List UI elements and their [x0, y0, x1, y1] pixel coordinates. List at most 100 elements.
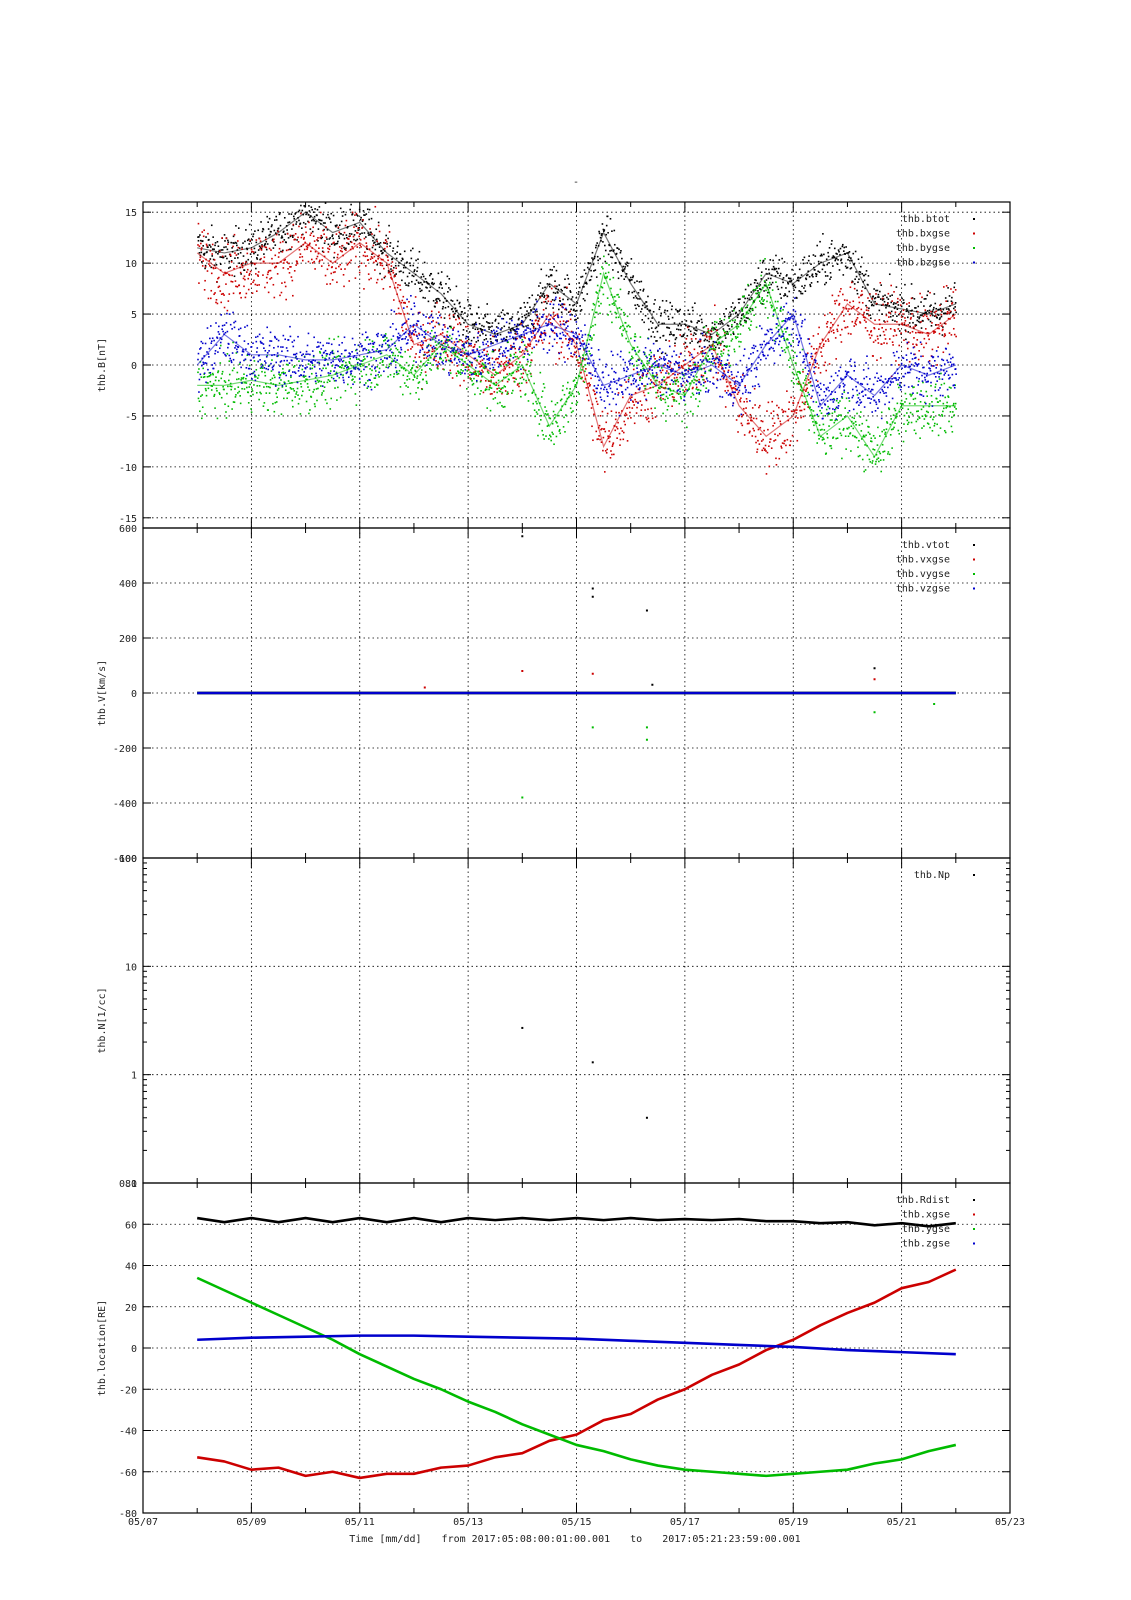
- data-point: [686, 326, 689, 329]
- data-point: [569, 318, 572, 321]
- data-point: [815, 422, 818, 425]
- data-point: [843, 320, 846, 322]
- data-point: [639, 379, 641, 382]
- data-point: [947, 396, 950, 398]
- data-point: [759, 288, 761, 290]
- data-point: [803, 287, 805, 289]
- data-point: [392, 269, 394, 272]
- data-point: [521, 338, 524, 341]
- data-point: [764, 281, 766, 283]
- data-point: [587, 262, 590, 265]
- data-point: [288, 272, 291, 274]
- data-point: [249, 373, 251, 376]
- data-point: [283, 259, 286, 262]
- data-point: [510, 330, 512, 332]
- data-point: [538, 423, 541, 425]
- data-point: [305, 378, 307, 381]
- data-point: [896, 321, 898, 323]
- data-point: [781, 257, 783, 260]
- data-point: [648, 353, 651, 356]
- data-point: [356, 232, 359, 234]
- data-point: [278, 213, 281, 216]
- data-point: [596, 438, 599, 441]
- data-point: [223, 324, 226, 326]
- data-point: [689, 342, 691, 344]
- data-point: [806, 387, 809, 390]
- data-point: [533, 337, 536, 339]
- data-point: [667, 397, 669, 400]
- data-point: [255, 391, 258, 394]
- data-point: [782, 411, 784, 414]
- data-point: [197, 244, 199, 246]
- data-point: [641, 319, 644, 321]
- data-point: [206, 351, 208, 353]
- data-point: [760, 420, 763, 422]
- data-point: [423, 354, 425, 356]
- data-point: [333, 380, 336, 382]
- data-point: [901, 323, 904, 326]
- data-point: [300, 383, 302, 385]
- data-point: [617, 277, 620, 280]
- data-point: [710, 336, 713, 338]
- data-point: [272, 247, 275, 249]
- series-trace: [197, 271, 956, 458]
- data-point: [924, 311, 927, 314]
- data-point: [864, 287, 866, 290]
- data-point: [368, 338, 371, 341]
- data-point: [844, 326, 847, 329]
- data-point: [830, 447, 833, 450]
- data-point: [613, 295, 616, 298]
- data-point: [289, 387, 292, 389]
- data-point: [804, 379, 806, 381]
- data-point: [669, 301, 672, 304]
- data-point: [817, 367, 820, 369]
- data-point: [673, 334, 675, 336]
- data-point: [366, 379, 369, 382]
- data-point: [548, 342, 551, 345]
- data-point: [352, 219, 355, 222]
- data-point: [310, 258, 313, 261]
- data-point: [727, 389, 729, 392]
- data-point: [927, 335, 929, 337]
- data-point: [778, 274, 781, 277]
- data-point: [889, 434, 892, 436]
- data-point: [229, 253, 232, 256]
- data-point: [610, 287, 612, 290]
- data-point: [280, 379, 282, 381]
- data-point: [540, 339, 543, 342]
- data-point: [451, 377, 454, 379]
- data-point: [405, 320, 408, 322]
- data-point: [207, 353, 210, 355]
- data-point: [914, 325, 917, 327]
- data-point: [755, 285, 758, 287]
- data-point: [679, 308, 681, 311]
- data-point: [515, 378, 517, 381]
- data-point: [268, 269, 270, 272]
- data-point: [577, 291, 580, 293]
- data-point: [346, 226, 349, 229]
- data-point: [493, 349, 495, 352]
- data-point: [588, 279, 591, 282]
- data-point: [810, 282, 813, 284]
- data-point: [873, 288, 875, 290]
- data-point: [742, 413, 745, 416]
- data-point: [505, 338, 507, 341]
- data-point: [918, 317, 920, 320]
- data-point: [585, 354, 587, 356]
- data-point: [237, 253, 240, 255]
- data-point: [277, 230, 279, 233]
- data-point: [709, 348, 711, 351]
- y-tick-label: -15: [119, 514, 137, 525]
- data-point: [802, 415, 805, 418]
- data-point: [486, 350, 489, 353]
- data-point: [800, 416, 802, 419]
- data-point: [866, 306, 868, 309]
- data-point: [695, 338, 697, 340]
- data-point: [382, 359, 384, 362]
- data-point: [717, 322, 720, 325]
- data-point: [590, 339, 593, 341]
- data-point: [293, 270, 296, 272]
- data-point: [320, 394, 323, 396]
- data-point: [308, 243, 311, 246]
- data-point: [529, 318, 532, 321]
